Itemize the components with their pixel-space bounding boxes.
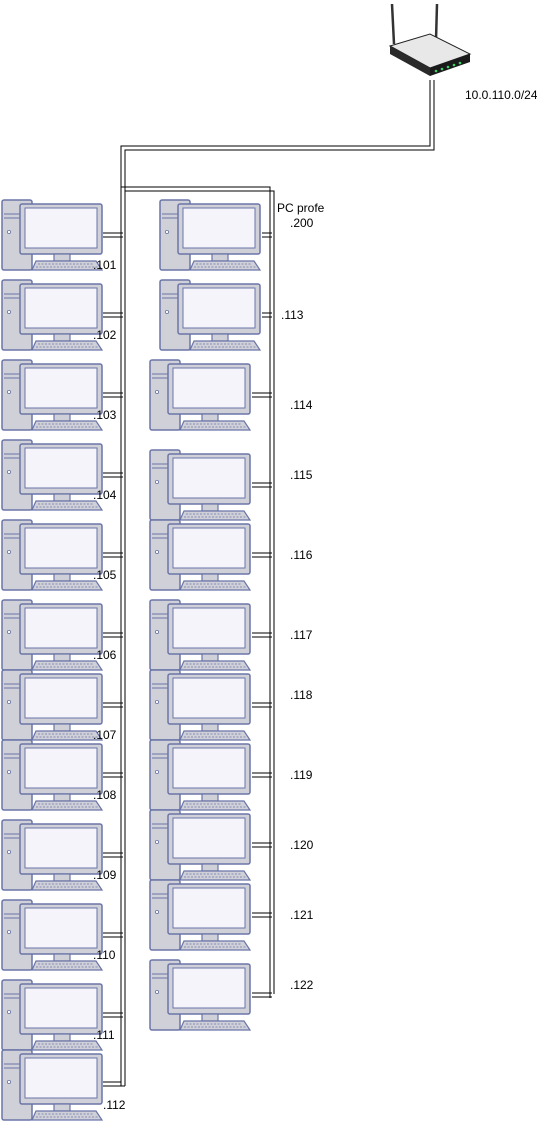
pc-icon-102[interactable] [1, 279, 103, 351]
host-label: .105 [93, 568, 117, 582]
pc-icon-119[interactable] [149, 739, 251, 811]
teacher-pc-icon[interactable] [159, 199, 261, 271]
cables [103, 80, 435, 1087]
right-pc-column [149, 199, 261, 1031]
host-label: .108 [93, 788, 117, 802]
pc-icon-103[interactable] [1, 359, 103, 431]
pc-icon-117[interactable] [149, 599, 251, 671]
pc-icon-118[interactable] [149, 669, 251, 741]
host-label: .116 [290, 548, 313, 562]
pc-icon-120[interactable] [149, 809, 251, 881]
pc-icon-113[interactable] [159, 279, 261, 351]
teacher-pc-label: PC profe [277, 201, 325, 215]
host-label: .104 [93, 488, 117, 502]
host-label: .122 [290, 978, 314, 992]
pc-icon-101[interactable] [1, 199, 103, 271]
host-label: .120 [290, 838, 314, 852]
teacher-pc-host: .200 [290, 216, 314, 230]
host-label: .103 [93, 408, 117, 422]
pc-icon-114[interactable] [149, 359, 251, 431]
host-label: .101 [93, 258, 117, 272]
host-label: .102 [93, 328, 117, 342]
wireless-router-icon[interactable] [388, 3, 472, 76]
pc-icon-110[interactable] [1, 899, 103, 971]
host-label: .110 [93, 948, 116, 962]
pc-icon-122[interactable] [149, 959, 251, 1031]
host-label: .117 [290, 628, 313, 642]
host-label: .112 [103, 1098, 126, 1112]
pc-icon-108[interactable] [1, 739, 103, 811]
pc-icon-105[interactable] [1, 519, 103, 591]
host-label: .118 [290, 688, 313, 702]
host-label: .113 [281, 308, 304, 322]
host-label: .107 [93, 728, 117, 742]
pc-icon-121[interactable] [149, 879, 251, 951]
pc-icon-116[interactable] [149, 519, 251, 591]
pc-icon-112[interactable] [1, 1049, 103, 1121]
pc-icon-115[interactable] [149, 449, 251, 521]
left-pc-column [1, 199, 103, 1121]
pc-icon-107[interactable] [1, 669, 103, 741]
host-label: .109 [93, 868, 117, 882]
pc-icon-111[interactable] [1, 979, 103, 1051]
host-label: .106 [93, 648, 117, 662]
pc-icon-109[interactable] [1, 819, 103, 891]
subnet-label: 10.0.110.0/24 [465, 88, 537, 102]
host-label: .119 [290, 768, 313, 782]
host-label: .114 [290, 398, 313, 412]
host-label: .121 [290, 908, 314, 922]
pc-icon-106[interactable] [1, 599, 103, 671]
host-label: .111 [93, 1028, 115, 1042]
pc-icon-104[interactable] [1, 439, 103, 511]
host-label: .115 [290, 468, 313, 482]
